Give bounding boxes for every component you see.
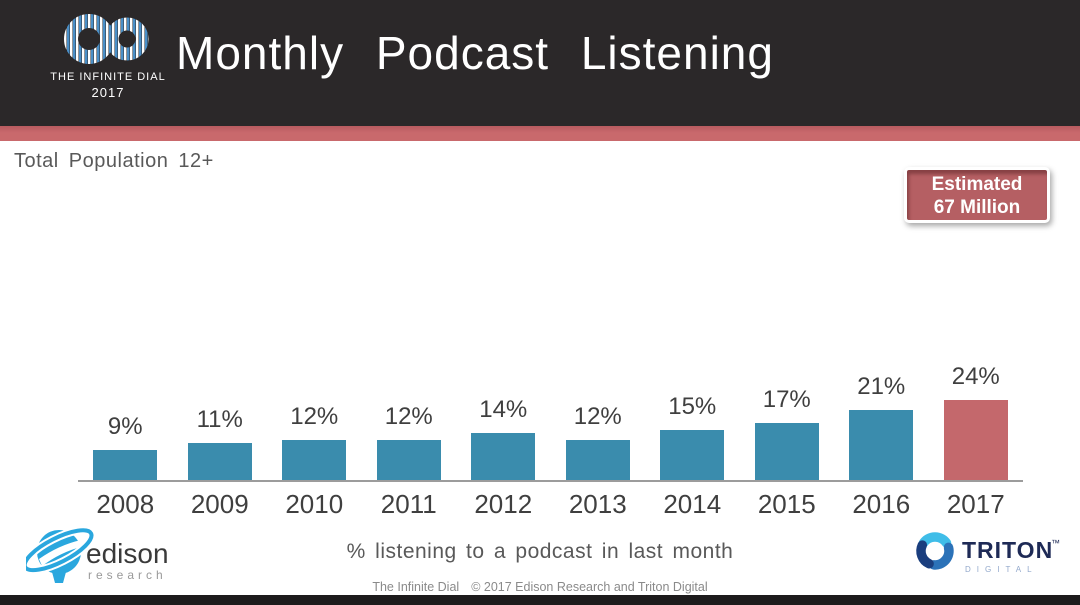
bar-chart: 9% 11% 12% 12% 14% 12% 15% 17% 21% 24% 2008 2009 20…: [78, 358, 1023, 520]
triton-trademark: ™: [1051, 538, 1060, 548]
estimated-badge: Estimated 67 Million: [904, 167, 1050, 223]
population-subtitle: Total Population 12+: [14, 150, 214, 172]
infinite-dial-brand: THE INFINITE DIAL 2017: [40, 10, 176, 100]
bar-value-label: 15%: [668, 393, 717, 420]
bar: [282, 440, 347, 480]
bar-value-label: 12%: [573, 403, 622, 430]
bar: [943, 400, 1008, 480]
infinite-dial-infinity-icon: [64, 14, 149, 64]
x-axis-label: 2016: [852, 489, 911, 519]
bar: [565, 440, 630, 480]
footer-credit-right: © 2017 Edison Research and Triton Digita…: [471, 580, 708, 594]
estimated-badge-line2: 67 Million: [933, 197, 1021, 218]
years-row: 2008 2009 2010 2011 2012 2013 2014 2015 2016 2017: [78, 482, 1023, 520]
x-axis-label: 2008: [96, 489, 155, 519]
bar-value-label: 12%: [384, 403, 433, 430]
bar: [187, 443, 252, 480]
bar-group: 14%: [456, 396, 551, 480]
bar-group: 12%: [362, 403, 457, 480]
bar-group: 12%: [267, 403, 362, 480]
accent-stripe: [0, 126, 1080, 141]
brand-name: THE INFINITE DIAL: [50, 71, 166, 83]
bar-group: 11%: [173, 406, 268, 480]
bottom-bar: [0, 595, 1080, 605]
triton-digital-logo: TRITON ™ DIGITAL: [916, 532, 1060, 574]
bar-value-label: 12%: [290, 403, 339, 430]
x-axis-label: 2010: [285, 489, 344, 519]
x-axis-label: 2011: [380, 489, 437, 519]
edison-bulb-base: [52, 572, 66, 583]
edison-research-logo: edison research: [26, 526, 169, 583]
triton-sub-wordmark: DIGITAL: [965, 565, 1038, 574]
triton-wordmark: TRITON: [962, 537, 1053, 563]
bar: [376, 440, 441, 480]
bar-group: 15%: [645, 393, 740, 480]
x-axis-label: 2014: [663, 489, 722, 519]
bar: [849, 410, 914, 480]
edison-sub-wordmark: research: [88, 568, 167, 582]
bar-group: 17%: [740, 386, 835, 480]
estimated-badge-line1: Estimated: [931, 174, 1023, 195]
bar: [93, 450, 158, 480]
bar-group: 24%: [929, 363, 1024, 480]
bars-row: 9% 11% 12% 12% 14% 12% 15% 17% 21% 24%: [78, 358, 1023, 482]
bar-value-label: 24%: [951, 363, 1000, 390]
triton-icon: [916, 532, 954, 570]
brand-year: 2017: [91, 85, 125, 100]
header-bar: THE INFINITE DIAL 2017 Monthly Podcast L…: [0, 0, 1080, 126]
bar-value-label: 11%: [196, 406, 243, 433]
x-axis-label: 2017: [946, 489, 1005, 519]
footer-credit: The Infinite Dial © 2017 Edison Research …: [0, 580, 1080, 594]
bar: [471, 433, 536, 480]
bar-value-label: 9%: [107, 413, 143, 440]
chart-caption: % listening to a podcast in last month: [346, 540, 734, 563]
bar-value-label: 21%: [857, 373, 906, 400]
bar-group: 21%: [834, 373, 929, 480]
x-axis-label: 2012: [474, 489, 533, 519]
bar: [754, 423, 819, 480]
bar-value-label: 14%: [479, 396, 528, 423]
x-axis-label: 2009: [190, 489, 249, 519]
bar-group: 9%: [78, 413, 173, 480]
page-title: Monthly Podcast Listening: [176, 27, 774, 79]
bar-group: 12%: [551, 403, 646, 480]
x-axis-label: 2015: [757, 489, 816, 519]
bar: [660, 430, 725, 480]
footer-credit-left: The Infinite Dial: [372, 580, 460, 594]
edison-wordmark: edison: [86, 538, 169, 569]
bar-value-label: 17%: [762, 386, 811, 413]
x-axis-label: 2013: [568, 489, 627, 519]
